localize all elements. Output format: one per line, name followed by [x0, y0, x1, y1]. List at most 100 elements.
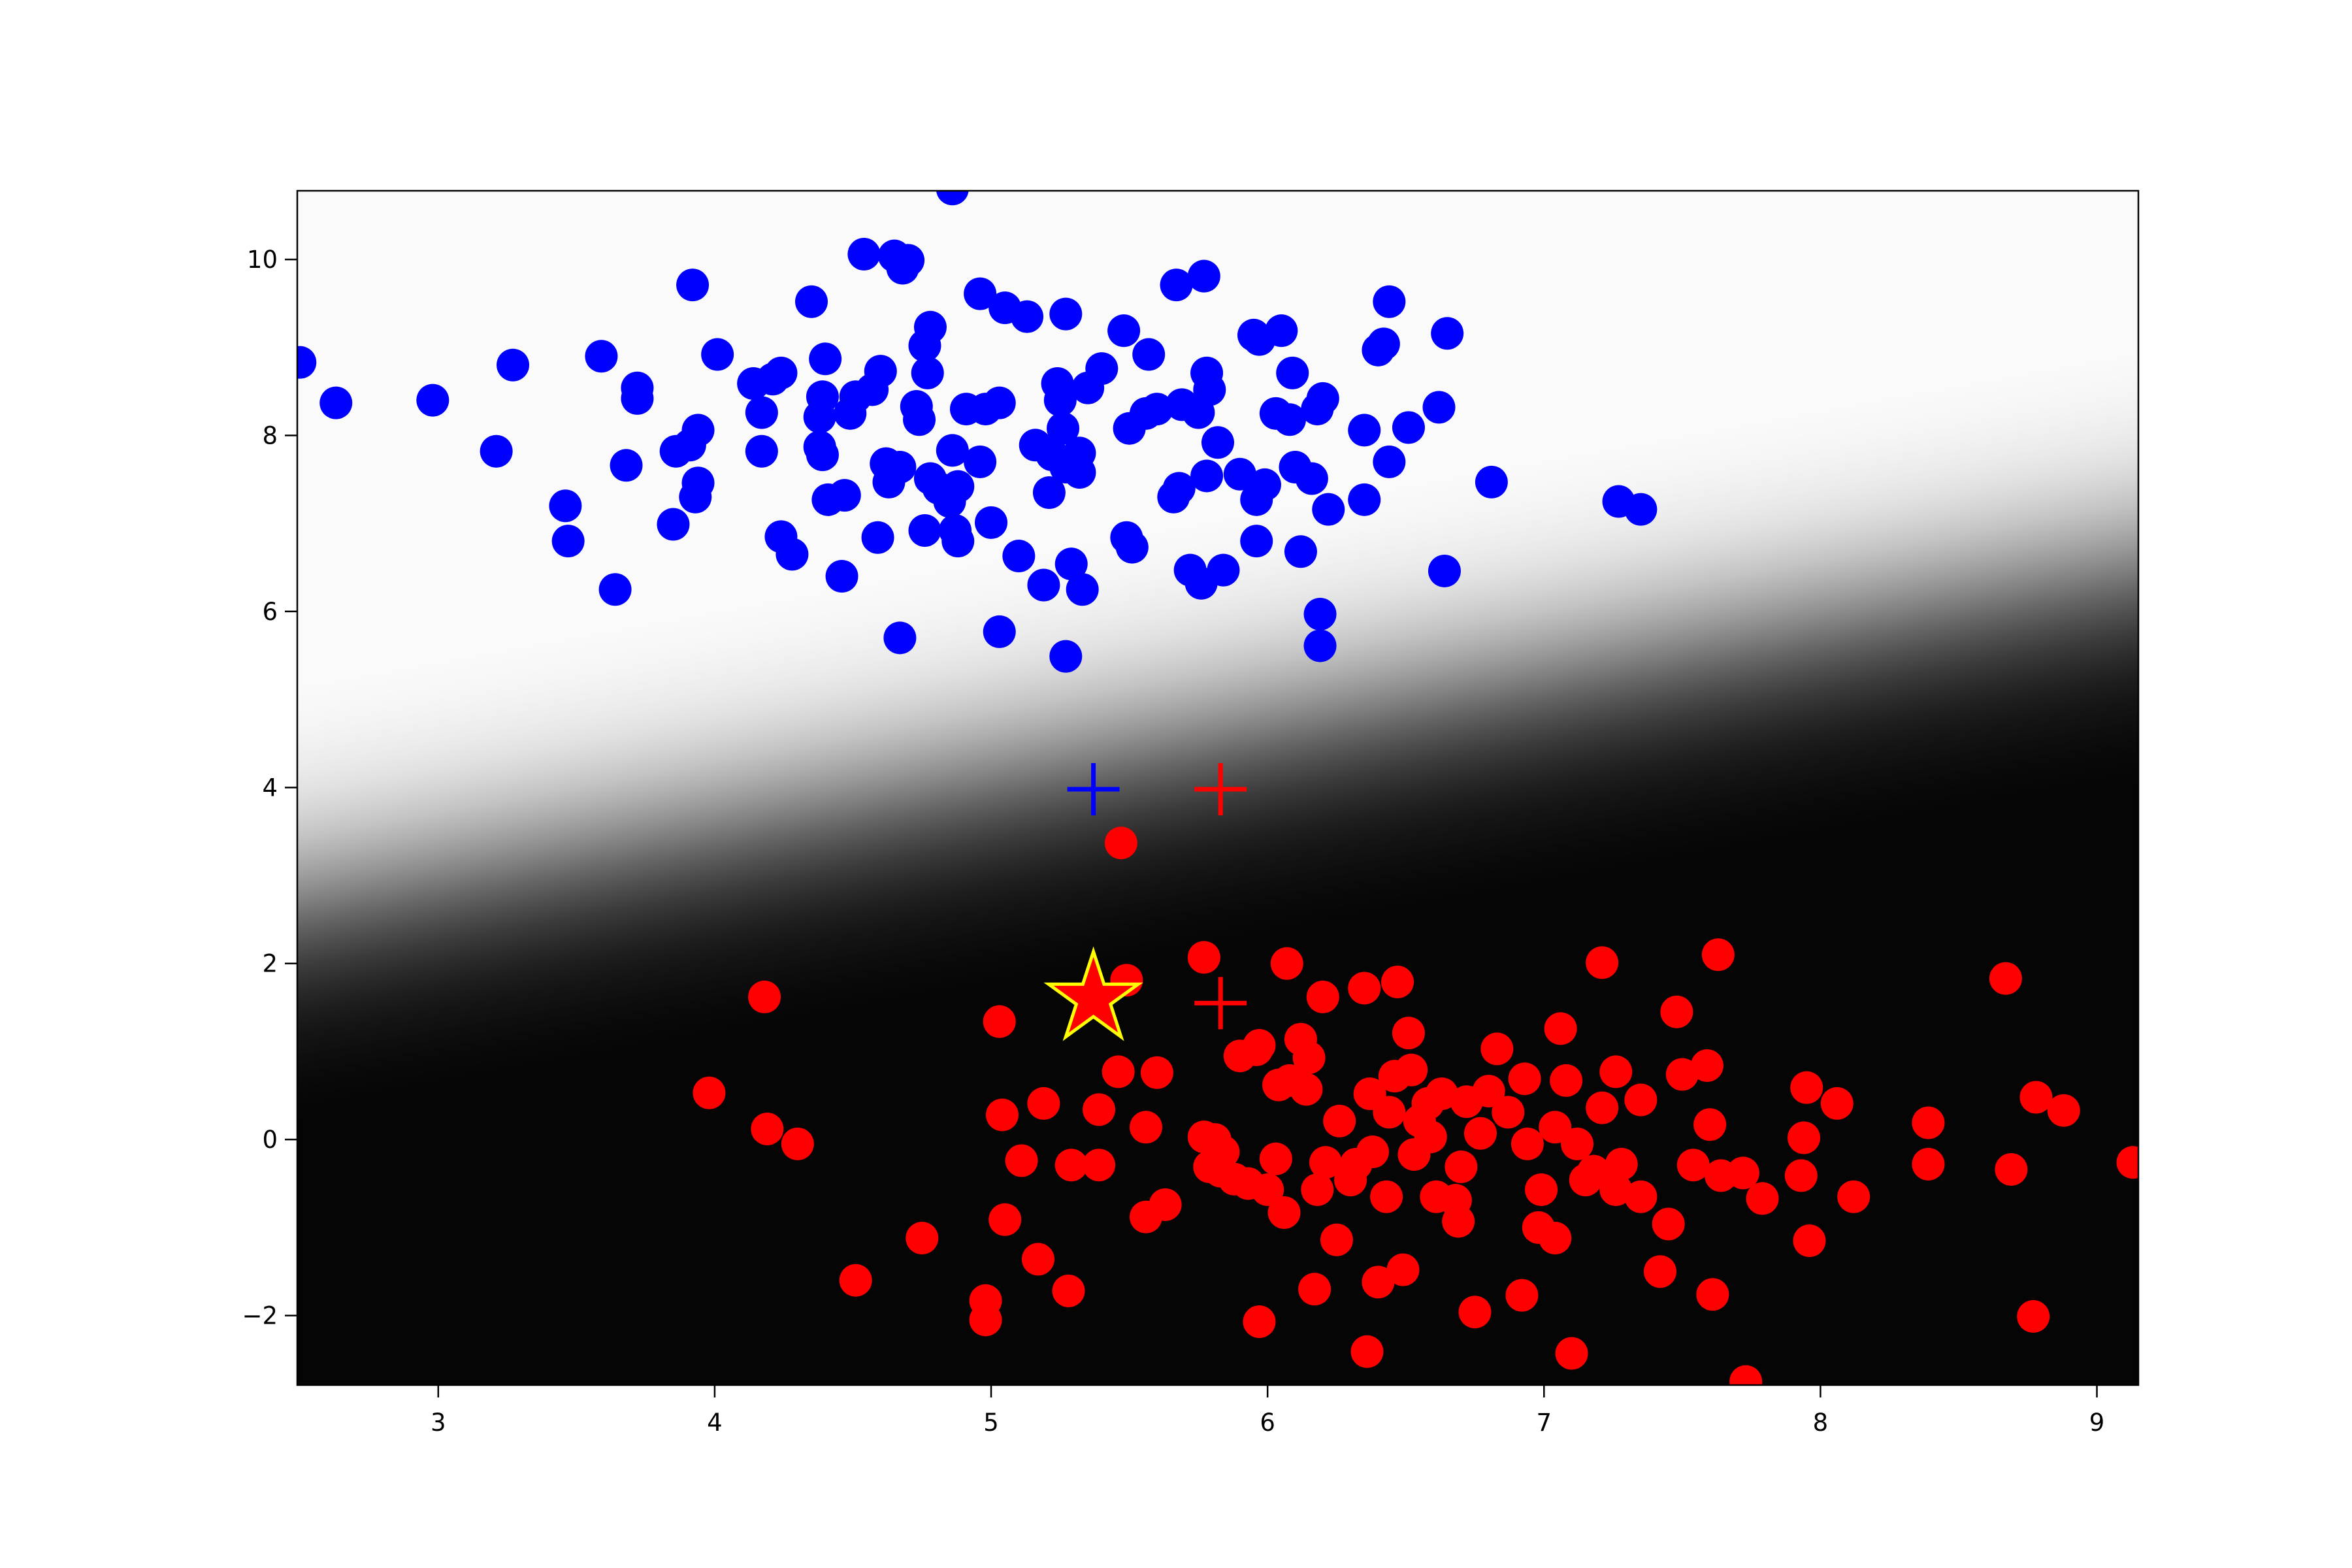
data-point: [1140, 393, 1173, 426]
data-point: [1373, 445, 1406, 478]
data-point: [1240, 525, 1273, 558]
data-point: [1820, 1086, 1854, 1120]
plus-marker: [1194, 977, 1247, 1030]
data-point: [1356, 1135, 1389, 1169]
data-point: [1367, 327, 1400, 361]
data-point: [936, 434, 969, 467]
data-point: [828, 479, 861, 512]
data-point: [1370, 1180, 1403, 1213]
data-point: [1350, 1335, 1384, 1368]
data-point: [985, 1098, 1019, 1132]
data-point: [1550, 1064, 1583, 1097]
data-point: [1295, 462, 1328, 495]
data-point: [585, 340, 618, 373]
x-tick-label: 9: [2089, 1409, 2105, 1437]
data-point: [908, 514, 941, 547]
data-point: [1223, 457, 1256, 491]
plus-marker: [1067, 763, 1120, 816]
data-point: [1458, 1296, 1492, 1329]
data-point: [1005, 1144, 1038, 1177]
data-point: [1599, 1173, 1633, 1206]
data-point: [1544, 1012, 1577, 1045]
data-point: [1726, 1156, 1759, 1190]
data-point: [1746, 1182, 1779, 1215]
data-point: [864, 355, 897, 388]
data-point: [1701, 938, 1735, 972]
data-point: [1511, 1127, 1544, 1160]
data-point: [1624, 1180, 1658, 1213]
data-point: [1049, 297, 1083, 331]
data-point: [1162, 472, 1196, 505]
data-point: [1085, 352, 1119, 385]
data-point: [1348, 414, 1381, 447]
data-point: [1539, 1222, 1572, 1255]
data-point: [1373, 1096, 1406, 1129]
data-point: [1431, 317, 1464, 350]
data-point: [1292, 1041, 1326, 1074]
data-point: [1160, 269, 1193, 302]
data-point: [1054, 547, 1088, 581]
data-point: [1047, 412, 1080, 445]
data-point: [2116, 1146, 2138, 1179]
data-point: [1577, 1154, 1610, 1188]
data-point: [297, 346, 317, 379]
data-point: [2017, 1299, 2050, 1333]
data-point: [1665, 1058, 1699, 1091]
data-point: [941, 525, 975, 558]
data-point: [1386, 1253, 1420, 1286]
data-point: [1586, 1091, 1619, 1124]
data-point: [2047, 1094, 2080, 1127]
data-point: [657, 508, 690, 541]
data-point: [1508, 1062, 1541, 1096]
data-point: [781, 1127, 814, 1160]
data-point: [1690, 1049, 1723, 1083]
data-point: [1395, 1053, 1428, 1086]
data-point: [1309, 1146, 1343, 1179]
data-point: [1066, 573, 1099, 606]
data-point: [1586, 946, 1619, 979]
data-point: [1555, 1337, 1588, 1370]
data-point: [1298, 1273, 1331, 1306]
data-point: [975, 506, 1008, 539]
data-point: [1267, 1196, 1301, 1229]
data-point: [1414, 1120, 1447, 1154]
data-point: [839, 1264, 872, 1297]
data-point: [1190, 459, 1224, 493]
data-point: [1561, 1127, 1594, 1160]
data-point: [1251, 1173, 1284, 1206]
y-tick-label: 6: [262, 598, 278, 626]
data-point: [549, 489, 582, 523]
data-point: [1276, 356, 1309, 389]
data-point: [416, 384, 449, 417]
data-point: [1115, 531, 1149, 564]
data-point: [1624, 1083, 1658, 1117]
data-point: [693, 1076, 726, 1109]
data-point: [969, 1303, 1002, 1337]
data-point: [1381, 966, 1414, 999]
data-point: [1193, 373, 1226, 406]
data-point: [1912, 1147, 1945, 1181]
data-point: [1102, 1055, 1135, 1088]
data-point: [1989, 962, 2022, 995]
data-point: [1475, 465, 1508, 498]
data-point: [1624, 493, 1658, 526]
data-point: [809, 342, 842, 376]
data-point: [1306, 980, 1339, 1013]
data-point: [1599, 1055, 1633, 1088]
data-point: [1463, 1117, 1497, 1150]
data-point: [1002, 540, 1036, 573]
data-point: [1425, 1077, 1458, 1111]
data-point: [610, 449, 643, 482]
data-point: [806, 380, 839, 414]
data-point: [983, 1005, 1016, 1038]
data-point: [1837, 1180, 1870, 1213]
data-point: [1265, 314, 1298, 348]
data-point: [1207, 1135, 1240, 1169]
data-point: [1107, 314, 1141, 348]
data-point: [1132, 338, 1166, 371]
data-point: [1301, 1173, 1334, 1206]
data-point: [751, 1112, 784, 1145]
data-point: [1784, 1159, 1818, 1192]
data-point: [903, 403, 936, 436]
data-point: [598, 573, 632, 606]
